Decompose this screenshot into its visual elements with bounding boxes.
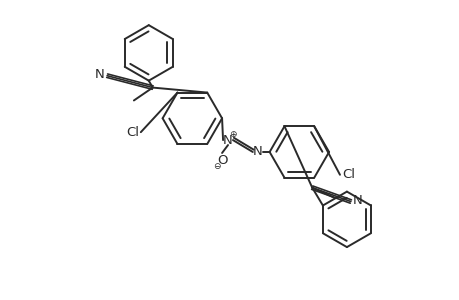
Text: ⊖: ⊖ — [213, 162, 220, 171]
Text: N: N — [252, 146, 262, 158]
Text: N: N — [94, 68, 104, 81]
Text: N: N — [352, 194, 362, 207]
Text: Cl: Cl — [341, 168, 354, 181]
Text: ⊕: ⊕ — [229, 130, 236, 139]
Text: N: N — [223, 134, 232, 147]
Text: O: O — [216, 154, 227, 167]
Text: Cl: Cl — [126, 126, 139, 139]
